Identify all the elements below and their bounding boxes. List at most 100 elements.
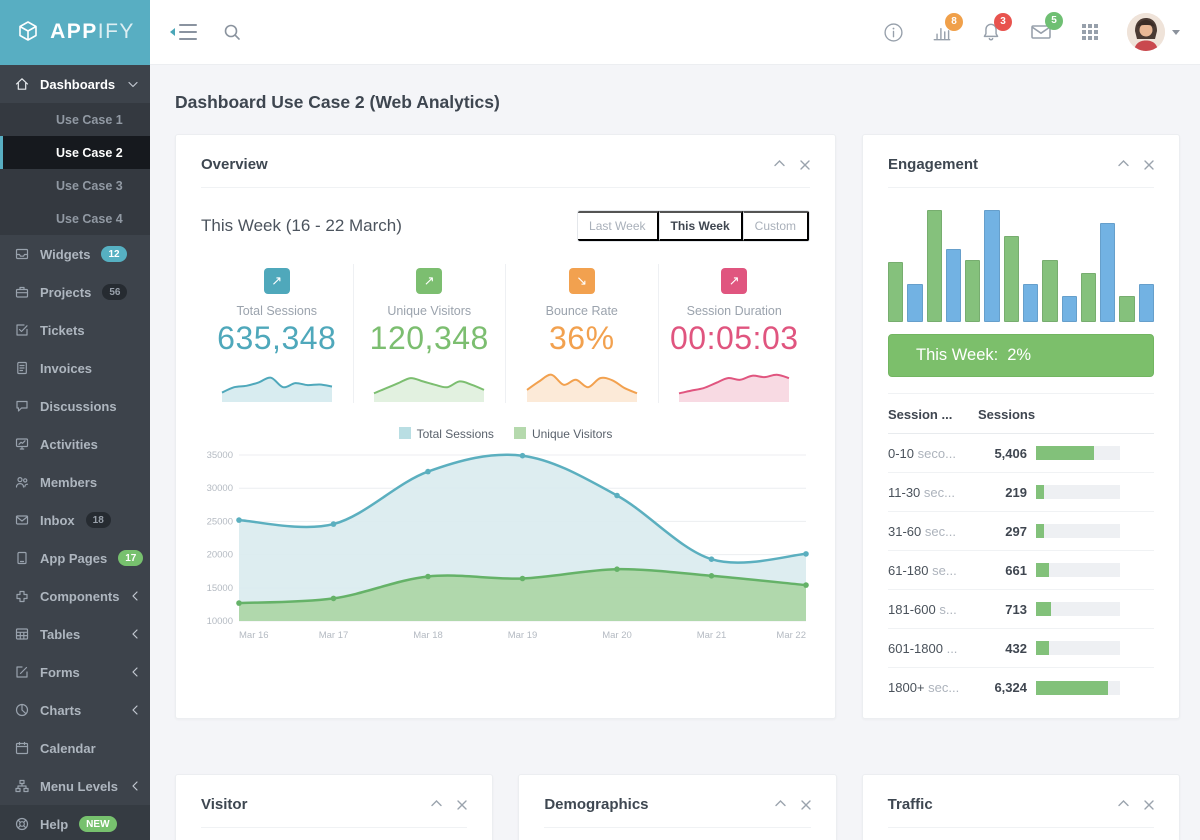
sidebar-item-forms[interactable]: Forms	[0, 653, 150, 691]
engagement-bar	[1042, 260, 1057, 322]
stat-label: Bounce Rate	[516, 304, 648, 318]
collapse-icon[interactable]	[775, 800, 786, 810]
progress-fill	[1036, 641, 1049, 655]
sidebar-item-tables[interactable]: Tables	[0, 615, 150, 653]
engagement-bar	[1023, 284, 1038, 322]
sidebar-item-charts[interactable]: Charts	[0, 691, 150, 729]
table-row: 1800+ sec...6,324	[888, 668, 1154, 707]
messages-envelope-icon[interactable]: 5	[1029, 20, 1053, 44]
sidebar-item-invoices[interactable]: Invoices	[0, 349, 150, 387]
last-week-button[interactable]: Last Week	[578, 211, 658, 241]
app-logo[interactable]: APPIFY	[0, 0, 150, 65]
user-menu[interactable]	[1127, 13, 1180, 51]
table-row: 61-180 se...661	[888, 551, 1154, 590]
avatar	[1127, 13, 1165, 51]
stat-sparkline	[669, 367, 801, 403]
sidebar-badge: NEW	[79, 816, 116, 832]
chart-legend: Total SessionsUnique Visitors	[201, 427, 810, 441]
help-icon	[14, 816, 30, 832]
chevron-left-icon	[132, 629, 138, 639]
sidebar-item-discussions[interactable]: Discussions	[0, 387, 150, 425]
widgets-icon	[14, 246, 30, 262]
stat-sparkline	[364, 367, 496, 403]
sidebar-item-activities[interactable]: Activities	[0, 425, 150, 463]
sidebar-item-menu-levels[interactable]: Menu Levels	[0, 767, 150, 805]
sidebar-badge: 18	[86, 512, 111, 528]
stat-unique-visitors: ↗Unique Visitors120,348	[354, 264, 507, 403]
search-icon[interactable]	[222, 22, 242, 42]
progress-fill	[1036, 602, 1051, 616]
stat-value: 36%	[516, 320, 648, 357]
sessions-table: 0-10 seco...5,40611-30 sec...21931-60 se…	[888, 434, 1154, 707]
progress-track	[1036, 681, 1120, 695]
svg-text:30000: 30000	[207, 483, 233, 494]
sessions-visitors-chart: 100001500020000250003000035000Mar 16Mar …	[201, 445, 812, 645]
trend-up-icon: ↗	[721, 268, 747, 294]
tables-icon	[14, 626, 30, 642]
invoice-icon	[14, 360, 30, 376]
collapse-icon[interactable]	[1118, 160, 1129, 170]
sidebar-badge: 17	[118, 550, 143, 566]
apps-grid-icon[interactable]	[1080, 22, 1100, 42]
custom-range-button[interactable]: Custom	[743, 211, 809, 241]
close-icon[interactable]	[800, 160, 810, 170]
overview-card-title: Overview	[201, 156, 268, 173]
stat-total-sessions: ↗Total Sessions635,348	[201, 264, 354, 403]
collapse-icon[interactable]	[431, 800, 442, 810]
sidebar-item-inbox[interactable]: Inbox18	[0, 501, 150, 539]
sidebar-item-tickets[interactable]: Tickets	[0, 311, 150, 349]
this-week-button[interactable]: This Week	[659, 211, 743, 241]
sidebar-toggle-icon[interactable]	[170, 24, 197, 40]
topbar: APPIFY 8 3	[0, 0, 1200, 65]
analytics-icon[interactable]: 8	[931, 21, 953, 43]
sidebar-subitem-use-case-1[interactable]: Use Case 1	[0, 103, 150, 136]
engagement-bar	[984, 210, 999, 322]
sidebar-item-components[interactable]: Components	[0, 577, 150, 615]
close-icon[interactable]	[1144, 160, 1154, 170]
collapse-icon[interactable]	[1118, 800, 1129, 810]
sidebar-badge: 12	[101, 246, 126, 262]
sidebar-item-calendar[interactable]: Calendar	[0, 729, 150, 767]
progress-track	[1036, 602, 1120, 616]
svg-text:15000: 15000	[207, 583, 233, 594]
range-button-group: Last Week This Week Custom	[577, 210, 810, 242]
sidebar-subitem-use-case-2[interactable]: Use Case 2	[0, 136, 150, 169]
stat-label: Unique Visitors	[364, 304, 496, 318]
close-icon[interactable]	[457, 800, 467, 810]
engagement-bar	[1139, 284, 1154, 322]
svg-text:35000: 35000	[207, 450, 233, 461]
table-row: 601-1800 ...432	[888, 629, 1154, 668]
engagement-bar-chart	[888, 210, 1154, 322]
session-range: 11-30 sec...	[888, 485, 978, 500]
info-icon[interactable]	[883, 22, 904, 43]
legend-swatch	[514, 427, 526, 439]
engagement-bar	[1081, 273, 1096, 322]
engagement-bar	[927, 210, 942, 322]
activity-icon	[14, 436, 30, 452]
sidebar-item-dashboards[interactable]: Dashboards	[0, 65, 150, 103]
table-row: 0-10 seco...5,406	[888, 434, 1154, 473]
session-count: 713	[978, 602, 1036, 617]
sidebar-item-app-pages[interactable]: App Pages17	[0, 539, 150, 577]
sidebar-item-widgets[interactable]: Widgets12	[0, 235, 150, 273]
progress-fill	[1036, 485, 1044, 499]
calendar-icon	[14, 740, 30, 756]
menu-levels-icon	[14, 778, 30, 794]
stat-sparkline	[211, 367, 343, 403]
sidebar-item-members[interactable]: Members	[0, 463, 150, 501]
analytics-badge: 8	[945, 13, 963, 31]
card-title: Demographics	[544, 796, 648, 813]
sidebar-item-projects[interactable]: Projects56	[0, 273, 150, 311]
card-title: Visitor	[201, 796, 247, 813]
close-icon[interactable]	[1144, 800, 1154, 810]
collapse-icon[interactable]	[774, 160, 785, 170]
sidebar-item-help[interactable]: HelpNEW	[0, 805, 150, 840]
session-count: 297	[978, 524, 1036, 539]
traffic-card: Traffic	[862, 774, 1180, 840]
sidebar-subitem-use-case-3[interactable]: Use Case 3	[0, 169, 150, 202]
stat-value: 00:05:03	[669, 320, 801, 357]
notifications-bell-icon[interactable]: 3	[980, 21, 1002, 43]
stat-sparkline	[516, 367, 648, 403]
close-icon[interactable]	[801, 800, 811, 810]
sidebar-subitem-use-case-4[interactable]: Use Case 4	[0, 202, 150, 235]
